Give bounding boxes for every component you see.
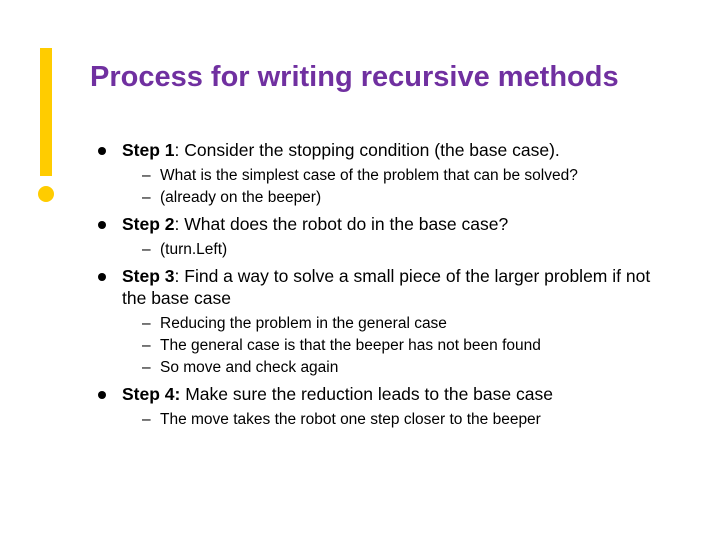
bullet-lead: Step 1 xyxy=(122,140,175,160)
bullet-text: : What does the robot do in the base cas… xyxy=(175,214,509,234)
bullet-item: Step 2: What does the robot do in the ba… xyxy=(96,214,660,260)
sub-list: Reducing the problem in the general case… xyxy=(142,314,660,378)
bullet-item: Step 3: Find a way to solve a small piec… xyxy=(96,266,660,378)
bullet-item: Step 1: Consider the stopping condition … xyxy=(96,140,660,208)
bullet-lead: Step 2 xyxy=(122,214,175,234)
accent-line xyxy=(40,48,52,176)
sub-list: The move takes the robot one step closer… xyxy=(142,410,660,430)
slide: Process for writing recursive methods St… xyxy=(0,0,720,540)
sub-list: What is the simplest case of the problem… xyxy=(142,166,660,208)
sub-item: (turn.Left) xyxy=(142,240,660,260)
accent-dot xyxy=(38,186,54,202)
bullet-text: Make sure the reduction leads to the bas… xyxy=(180,384,553,404)
slide-title: Process for writing recursive methods xyxy=(90,62,660,94)
bullet-lead: Step 3 xyxy=(122,266,175,286)
sub-list: (turn.Left) xyxy=(142,240,660,260)
sub-item: Reducing the problem in the general case xyxy=(142,314,660,334)
bullet-list: Step 1: Consider the stopping condition … xyxy=(96,140,660,430)
bullet-text: : Find a way to solve a small piece of t… xyxy=(122,266,650,308)
sub-item: The move takes the robot one step closer… xyxy=(142,410,660,430)
sub-item: The general case is that the beeper has … xyxy=(142,336,660,356)
sub-item: What is the simplest case of the problem… xyxy=(142,166,660,186)
bullet-item: Step 4: Make sure the reduction leads to… xyxy=(96,384,660,430)
bullet-lead: Step 4: xyxy=(122,384,180,404)
sub-item: So move and check again xyxy=(142,358,660,378)
bullet-text: : Consider the stopping condition (the b… xyxy=(175,140,560,160)
sub-item: (already on the beeper) xyxy=(142,188,660,208)
